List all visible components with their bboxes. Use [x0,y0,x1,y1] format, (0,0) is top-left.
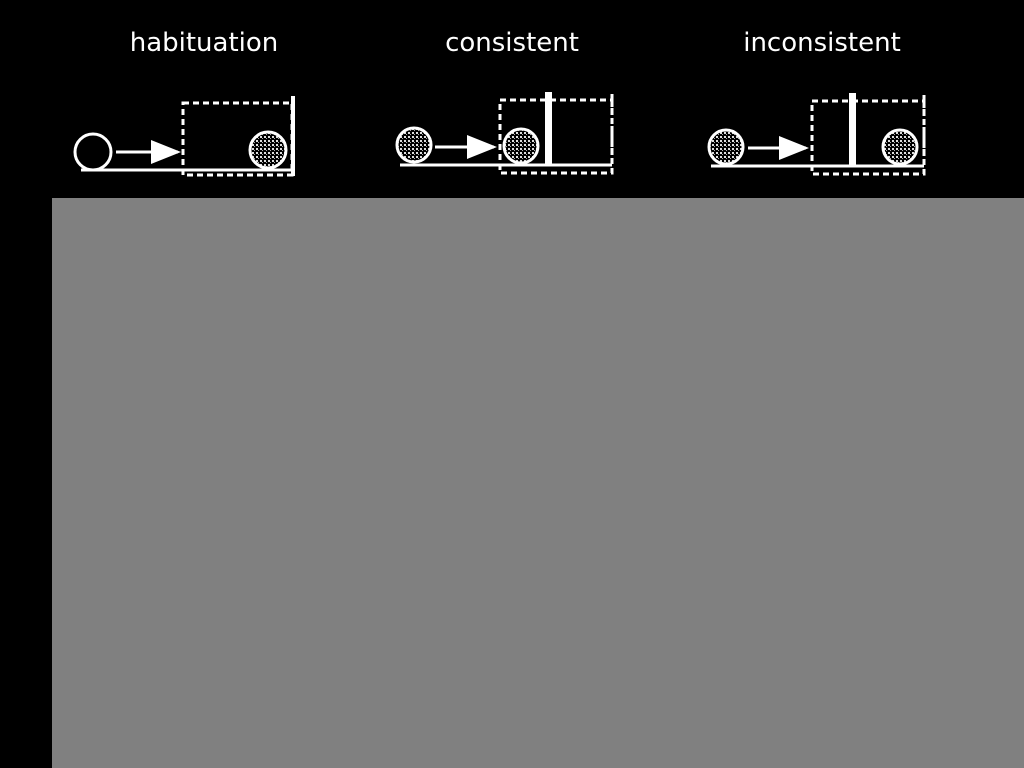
end-ball-icon [881,128,919,166]
wall-barrier [849,93,856,167]
start-ball-icon [395,126,433,164]
start-ball-icon [73,132,113,172]
end-ball-icon [248,130,288,170]
habituation-label: habituation [129,28,279,58]
inconsistent-label: inconsistent [743,28,901,58]
inconsistent-diagram [707,93,926,176]
occluder-outline [810,99,926,176]
start-ball-icon [707,128,745,166]
occluder-outline [498,98,614,175]
end-ball-icon [502,127,540,165]
content-placeholder [52,198,1024,768]
stimulus-diagrams [73,92,926,177]
wall-barrier [545,92,552,166]
consistent-diagram [395,92,614,175]
consistent-label: consistent [445,28,579,58]
habituation-diagram [73,96,295,177]
